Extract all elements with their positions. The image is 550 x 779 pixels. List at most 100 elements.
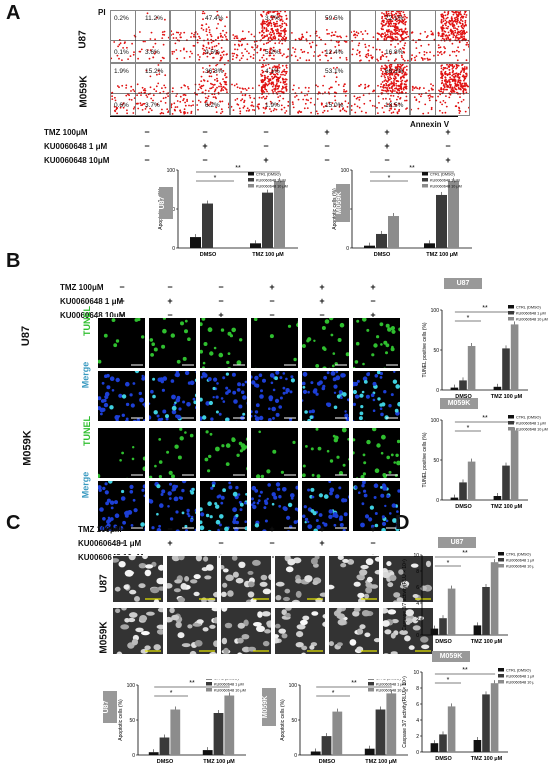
cell-nucleus [134, 508, 138, 512]
facs-event [267, 30, 269, 32]
facs-event [385, 83, 387, 85]
facs-event [382, 26, 384, 28]
facs-event [202, 45, 204, 47]
cell-nucleus [361, 475, 365, 479]
facs-event [301, 38, 303, 40]
facs-event [443, 33, 445, 35]
legend-swatch [508, 415, 514, 419]
condition-sign-b: − [163, 282, 177, 292]
cell-nucleus [202, 318, 206, 321]
cell-nucleus [133, 499, 136, 502]
facs-event [429, 100, 431, 102]
facs-event [234, 36, 236, 38]
cell-nucleus [237, 652, 243, 655]
facs-event [390, 44, 392, 46]
facs-quadrant-percent: 3.6% [145, 49, 160, 56]
facs-event [150, 98, 152, 100]
facs-event [447, 14, 449, 16]
facs-event [236, 57, 238, 59]
cell-nucleus [182, 512, 185, 515]
facs-event [268, 64, 270, 65]
facs-event [364, 87, 366, 89]
cell-nucleus [216, 411, 219, 414]
cell-nucleus [374, 483, 379, 488]
cell-nucleus [110, 376, 115, 381]
cell-nucleus [219, 353, 224, 358]
facs-event [261, 70, 263, 72]
facs-event [354, 112, 356, 114]
tunel-micrograph [97, 317, 146, 369]
facs-event [424, 31, 426, 33]
facs-event [306, 94, 308, 96]
facs-event [381, 20, 383, 22]
facs-event [187, 112, 189, 114]
facs-event [302, 36, 304, 38]
facs-event [395, 87, 397, 89]
facs-event [173, 37, 175, 39]
cell-nucleus [98, 396, 101, 400]
facs-event [384, 75, 386, 77]
facs-event [306, 99, 308, 101]
facs-event [211, 46, 213, 48]
facs-event [275, 29, 277, 31]
nuclear-micrograph [166, 607, 218, 655]
bar [274, 181, 285, 248]
facs-event [380, 56, 382, 58]
cell-nucleus [171, 615, 179, 621]
facs-event [277, 88, 279, 90]
cell-nucleus [241, 390, 245, 394]
facs-event [385, 23, 387, 25]
facs-event [325, 43, 327, 45]
facs-event [365, 30, 367, 32]
y-tick-label: 50 [129, 718, 135, 724]
facs-event [400, 77, 402, 79]
facs-event [456, 76, 458, 78]
bar [376, 710, 386, 756]
facs-event [465, 111, 467, 113]
cell-nucleus [130, 393, 133, 396]
facs-event [404, 18, 406, 20]
facs-event [142, 103, 144, 105]
condition-sign-a: + [320, 127, 334, 137]
facs-event [226, 91, 228, 93]
cell-nucleus [339, 390, 343, 394]
chart-cell-label: U87 [103, 691, 117, 723]
facs-event [380, 86, 382, 88]
facs-event [145, 94, 147, 96]
cell-nucleus [368, 517, 372, 521]
legend-label: CTRL (DMSO) [256, 173, 281, 177]
facs-event [446, 106, 448, 108]
facs-event [216, 78, 218, 80]
cell-nucleus [135, 628, 143, 633]
cell-nucleus [178, 597, 186, 603]
facs-event [334, 46, 336, 48]
tunel-micrograph [199, 427, 248, 479]
cell-nucleus [354, 582, 361, 587]
facs-event [463, 80, 465, 82]
legend-swatch [508, 427, 514, 431]
cell-nucleus [182, 481, 186, 483]
facs-event [263, 27, 265, 29]
facs-event [451, 16, 453, 18]
facs-event [299, 57, 301, 59]
cell-nucleus [329, 585, 335, 590]
facs-event [362, 33, 364, 35]
cell-nucleus [202, 366, 205, 369]
facs-quadrant-percent: 72.1% [385, 15, 403, 22]
legend-label: CTRL (DMSO) [430, 173, 455, 177]
facs-event [125, 95, 127, 97]
facs-event [183, 32, 185, 34]
facs-event [358, 99, 360, 101]
cell-nucleus [316, 519, 319, 522]
cell-nucleus [161, 489, 165, 493]
facs-event [280, 30, 282, 32]
cell-nucleus [125, 382, 130, 387]
cell-nucleus [311, 611, 318, 616]
condition-label-b-0: TMZ 100μM [60, 283, 104, 292]
cell-nucleus [171, 379, 175, 383]
cell-nucleus [157, 629, 164, 634]
legend-label: KU0060648 1 μM [516, 422, 546, 426]
facs-event [310, 112, 312, 114]
facs-event [386, 91, 388, 93]
